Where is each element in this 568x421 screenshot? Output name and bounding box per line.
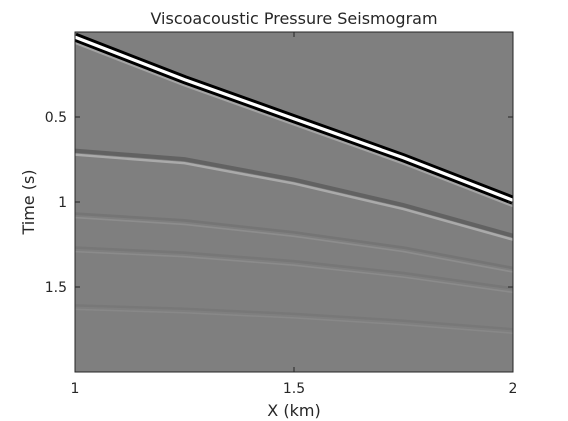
x-tick-label: 1 bbox=[71, 381, 80, 397]
event-reflection-3-light bbox=[75, 250, 513, 294]
x-tick-label: 1.5 bbox=[283, 381, 305, 397]
event-reflection-4 bbox=[75, 304, 513, 334]
y-tick-label: 1 bbox=[58, 195, 67, 211]
x-axis: 1 1.5 2 bbox=[71, 32, 518, 397]
y-tick-label: 0.5 bbox=[45, 110, 67, 126]
event-reflection-4-light bbox=[75, 308, 513, 334]
x-tick-label: 2 bbox=[509, 381, 518, 397]
y-axis: 0.5 1 1.5 bbox=[45, 110, 513, 296]
event-reflection-3-dark bbox=[75, 246, 513, 290]
event-reflection-2-light bbox=[75, 216, 513, 273]
event-direct-wave-light bbox=[75, 35, 513, 202]
y-axis-label: Time (s) bbox=[19, 169, 38, 235]
y-tick-label: 1.5 bbox=[45, 280, 67, 296]
event-reflection-1 bbox=[75, 148, 513, 241]
event-reflection-2 bbox=[75, 212, 513, 273]
event-reflection-2-dark bbox=[75, 212, 513, 270]
chart-title: Viscoacoustic Pressure Seismogram bbox=[150, 9, 437, 28]
event-direct-wave-tail bbox=[75, 42, 513, 208]
plot-area bbox=[75, 32, 513, 372]
x-axis-label: X (km) bbox=[267, 401, 320, 420]
event-reflection-3 bbox=[75, 246, 513, 294]
seismogram-image bbox=[75, 32, 513, 372]
event-direct-wave bbox=[75, 32, 513, 208]
event-reflection-1-dark bbox=[75, 148, 513, 238]
event-reflection-4-dark bbox=[75, 304, 513, 331]
event-reflection-1-light bbox=[75, 153, 513, 241]
wave-events bbox=[75, 32, 513, 334]
